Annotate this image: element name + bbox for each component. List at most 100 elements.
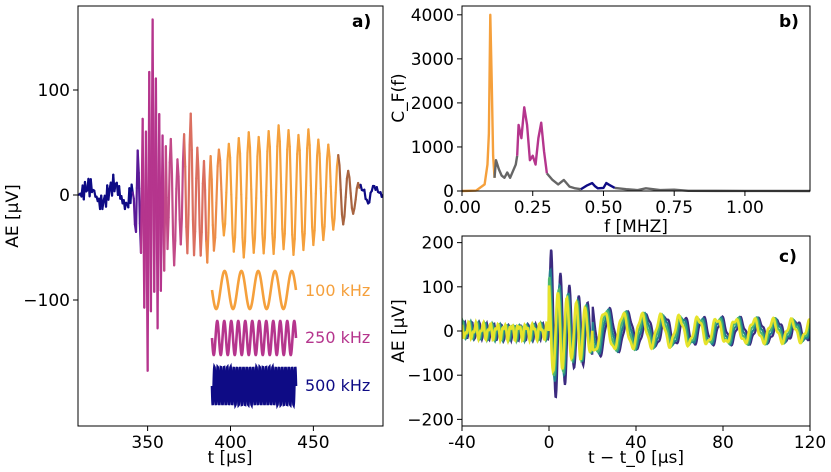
signal-segment (235, 155, 239, 200)
legend-wave-3 (210, 362, 298, 410)
signal-segment (332, 217, 336, 231)
panel-b-ytick-label: 2000 (411, 94, 454, 114)
panel-c: -40 0 40 80 120 −200 −100 0 100 200 c) t − t_0 [μ… (389, 234, 826, 468)
signal-segment (180, 160, 185, 220)
signal-segment (302, 232, 306, 252)
signal-segment (227, 142, 232, 159)
signal-segment (187, 143, 191, 216)
signal-segment (284, 148, 289, 194)
signal-segment (224, 191, 228, 226)
signal-segment (148, 70, 152, 189)
signal-segment (214, 201, 218, 239)
signal-segment (274, 145, 279, 194)
waveform-trace-4 (462, 285, 810, 376)
signal-segment (283, 191, 288, 235)
signal-segment (199, 231, 203, 257)
signal-segment (163, 212, 167, 272)
signal-segment (324, 158, 329, 195)
signal-segment (294, 152, 299, 199)
signal-segment (217, 148, 222, 162)
signal-segment (210, 178, 214, 227)
signal-segment (247, 131, 252, 149)
panel-c-ylabel: AE [μV] (389, 299, 409, 362)
signal-segment (329, 185, 334, 219)
panel-c-ytick-label: 100 (422, 278, 454, 298)
signal-segment (348, 176, 352, 195)
panel-a-frame (77, 5, 384, 427)
panel-a-ytick-label: −100 (23, 291, 70, 311)
panel-b-xtick-label: 0.25 (514, 198, 552, 218)
panel-b-xtick-label: 1.00 (726, 198, 764, 218)
signal-segment (354, 186, 358, 201)
panel-b-frame (461, 5, 811, 192)
signal-segment (307, 128, 311, 147)
panel-c-xtick-label: 0 (544, 433, 555, 453)
signal-segment (267, 130, 271, 148)
panel-a-label: a) (352, 12, 371, 32)
panel-a-ticks: 350 400 450 −100 0 100 (23, 81, 329, 453)
signal-segment (337, 154, 341, 167)
panel-a-xlabel: t [μs] (207, 448, 252, 468)
signal-segment (194, 177, 198, 233)
panel-a-xtick-label: 400 (214, 433, 246, 453)
signal-segment (297, 133, 301, 152)
legend-wave-2 (210, 319, 298, 357)
signal-segment (293, 196, 298, 241)
signal-segment (230, 193, 234, 235)
signal-segment (289, 188, 294, 236)
signal-segment (190, 148, 195, 221)
signal-segment (240, 193, 244, 239)
signal-segment (347, 169, 351, 179)
panel-c-xtick-label: 40 (625, 433, 647, 453)
signal-segment (309, 184, 314, 229)
signal-segment (154, 77, 158, 204)
signal-segment (268, 145, 273, 191)
legend-label-100khz: 100 kHz (305, 281, 370, 300)
signal-segment (237, 136, 242, 155)
signal-segment (137, 171, 141, 225)
panel-a-ytick-label: 100 (38, 81, 70, 101)
panel-b-ytick-label: 0 (443, 182, 454, 202)
spectrum-segment-2 (493, 155, 519, 179)
signal-segment (338, 164, 342, 191)
signal-segment (262, 236, 266, 255)
signal-segment (189, 112, 193, 152)
panel-a-legend: 100 kHz 250 kHz 500 kHz (210, 269, 370, 410)
signal-segment (318, 152, 322, 190)
panel-c-ytick-label: 0 (443, 322, 454, 342)
spectrum-segment-4 (545, 172, 582, 191)
signal-segment (139, 187, 143, 254)
panel-b-xtick-label: 0.50 (585, 198, 623, 218)
signal-segment (206, 231, 210, 264)
signal-segment (273, 191, 278, 239)
panel-c-ytick-label: 200 (422, 234, 454, 254)
signal-segment (312, 229, 316, 247)
panel-b-data (461, 13, 811, 193)
panel-c-xtick-label: 80 (712, 433, 734, 453)
signal-segment (279, 183, 284, 231)
panel-c-label: c) (779, 247, 797, 267)
signal-segment (353, 198, 357, 210)
panel-c-xlabel: t − t_0 [μs] (588, 448, 684, 468)
signal-segment (252, 237, 257, 254)
signal-segment (186, 213, 190, 255)
spectrum-segment-1 (461, 13, 496, 193)
signal-segment (238, 152, 243, 196)
signal-segment (288, 145, 293, 192)
legend-wave-1 (210, 269, 298, 311)
legend-label-250khz: 250 kHz (305, 328, 370, 347)
signal-segment (313, 192, 317, 232)
signal-segment (83, 180, 88, 193)
panel-c-ytick-label: −200 (407, 410, 454, 430)
panel-a-signal (78, 18, 383, 372)
panel-b-label: b) (779, 12, 799, 32)
signal-segment (222, 222, 227, 237)
signal-segment (134, 186, 138, 234)
signal-segment (287, 128, 291, 148)
signal-segment (153, 188, 157, 293)
legend-label-500khz: 500 kHz (305, 376, 370, 395)
panel-c-data (462, 249, 810, 399)
signal-segment (260, 190, 264, 236)
signal-segment (299, 189, 304, 233)
